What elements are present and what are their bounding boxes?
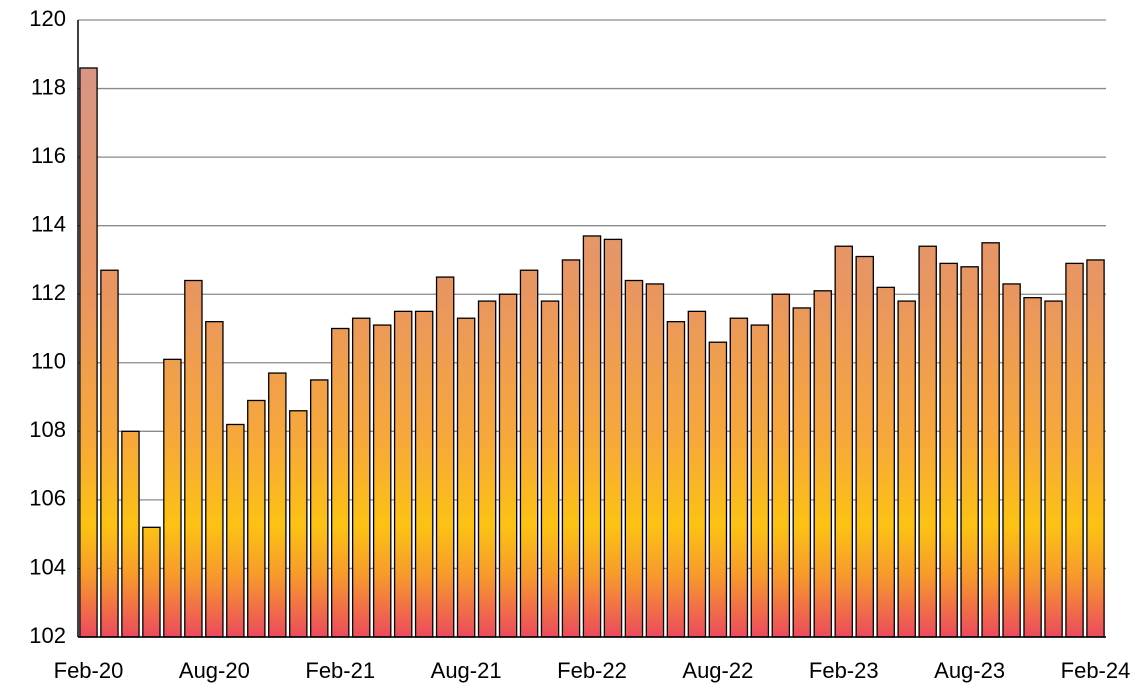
bar (813, 290, 833, 638)
bar (79, 67, 98, 638)
bar (226, 423, 245, 638)
bar (582, 235, 602, 638)
x-tick-label: Aug-23 (934, 658, 1005, 683)
x-tick-label: Feb-22 (557, 658, 627, 683)
bar (435, 276, 455, 638)
x-tick-label: Aug-21 (431, 658, 502, 683)
bar (205, 320, 224, 638)
bar (876, 286, 895, 638)
x-tick-label: Feb-24 (1061, 658, 1131, 683)
bar (729, 317, 749, 638)
bar (960, 266, 979, 638)
bar (289, 410, 308, 638)
x-tick-label: Aug-22 (682, 658, 753, 683)
bar (372, 324, 392, 638)
x-tick-label: Aug-20 (179, 658, 250, 683)
bar (100, 269, 119, 638)
bar (834, 245, 854, 638)
bar (771, 293, 791, 638)
y-tick-label: 106 (29, 486, 66, 511)
bar (603, 238, 623, 638)
bar (1086, 259, 1105, 638)
bar (1044, 300, 1063, 638)
bar (666, 320, 686, 638)
x-tick-label: Feb-20 (54, 658, 124, 683)
bar (456, 317, 476, 638)
bar (1065, 262, 1084, 638)
bar (540, 300, 560, 638)
bar (750, 324, 770, 638)
bar (897, 300, 916, 638)
bar (939, 262, 958, 638)
y-tick-label: 112 (31, 280, 66, 305)
bar (393, 310, 413, 638)
bar (142, 526, 161, 638)
bar (477, 300, 497, 638)
bar (184, 279, 203, 638)
bar (330, 327, 350, 638)
y-tick-label: 120 (29, 6, 66, 31)
bar (351, 317, 371, 638)
bar (498, 293, 518, 638)
bar (163, 358, 182, 638)
bar (1023, 296, 1042, 638)
bar (121, 430, 140, 638)
bar (561, 259, 581, 638)
bar (310, 379, 329, 638)
bar (247, 399, 266, 638)
y-tick-label: 102 (29, 623, 66, 648)
bar (792, 307, 812, 638)
y-tick-label: 104 (29, 554, 66, 579)
bar (519, 269, 539, 638)
x-tick-label: Feb-21 (305, 658, 375, 683)
y-tick-label: 108 (29, 417, 66, 442)
y-tick-label: 114 (31, 211, 66, 236)
bar (624, 279, 644, 638)
bar (687, 310, 707, 638)
y-tick-label: 110 (31, 349, 66, 374)
y-tick-label: 118 (31, 74, 66, 99)
bar (708, 341, 728, 638)
bar (645, 283, 665, 638)
bar (1002, 283, 1021, 638)
bar (268, 372, 287, 638)
bar (918, 245, 937, 638)
y-tick-label: 116 (31, 143, 66, 168)
x-tick-label: Feb-23 (809, 658, 879, 683)
bar (855, 255, 874, 638)
bar (414, 310, 434, 638)
bar (981, 242, 1000, 638)
